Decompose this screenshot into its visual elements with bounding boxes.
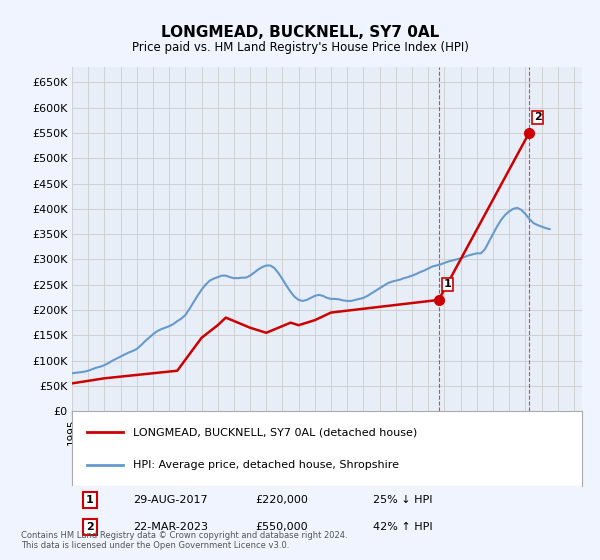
- Text: 2: 2: [86, 522, 94, 532]
- Text: Contains HM Land Registry data © Crown copyright and database right 2024.
This d: Contains HM Land Registry data © Crown c…: [21, 530, 347, 550]
- Text: Price paid vs. HM Land Registry's House Price Index (HPI): Price paid vs. HM Land Registry's House …: [131, 41, 469, 54]
- Text: LONGMEAD, BUCKNELL, SY7 0AL (detached house): LONGMEAD, BUCKNELL, SY7 0AL (detached ho…: [133, 427, 418, 437]
- Text: HPI: Average price, detached house, Shropshire: HPI: Average price, detached house, Shro…: [133, 460, 399, 470]
- Text: 42% ↑ HPI: 42% ↑ HPI: [373, 522, 433, 532]
- Text: LONGMEAD, BUCKNELL, SY7 0AL: LONGMEAD, BUCKNELL, SY7 0AL: [161, 25, 439, 40]
- Text: 1: 1: [443, 279, 451, 290]
- Text: 2: 2: [534, 113, 542, 122]
- Text: 25% ↓ HPI: 25% ↓ HPI: [373, 495, 433, 505]
- Text: 29-AUG-2017: 29-AUG-2017: [133, 495, 208, 505]
- Text: £550,000: £550,000: [256, 522, 308, 532]
- Text: 22-MAR-2023: 22-MAR-2023: [133, 522, 208, 532]
- Text: 1: 1: [86, 495, 94, 505]
- Text: £220,000: £220,000: [256, 495, 308, 505]
